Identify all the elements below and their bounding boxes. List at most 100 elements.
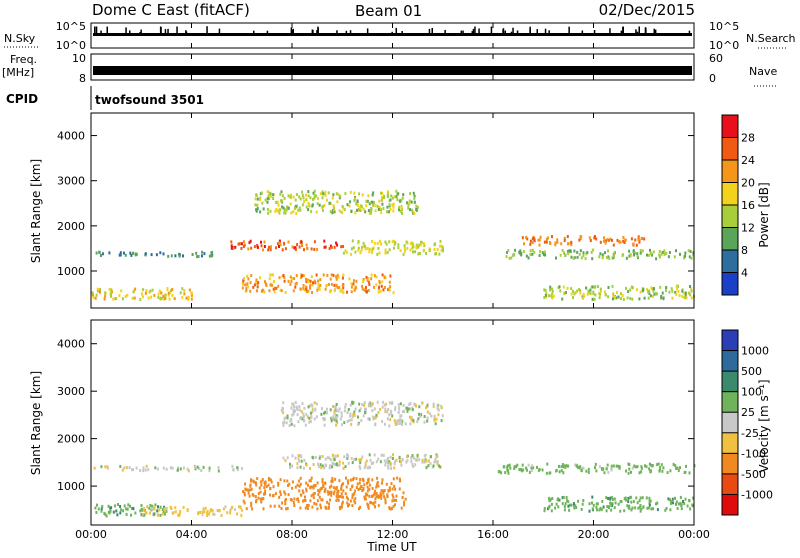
heatmap-cell xyxy=(319,463,322,467)
heatmap-cell xyxy=(201,254,203,258)
heatmap-cell xyxy=(389,285,392,289)
heatmap-cell xyxy=(628,254,631,258)
heatmap-cell xyxy=(298,195,301,199)
velocity-ylabel: Slant Range [km] xyxy=(29,371,43,475)
heatmap-cell xyxy=(316,202,319,206)
heatmap-cell xyxy=(557,497,560,501)
heatmap-cell xyxy=(439,244,442,248)
heatmap-cell xyxy=(505,255,508,259)
heatmap-cell xyxy=(684,251,687,255)
heatmap-cell xyxy=(124,253,127,257)
heatmap-cell xyxy=(367,505,370,508)
heatmap-cell xyxy=(513,467,516,470)
heatmap-cell xyxy=(362,487,365,490)
heatmap-cell xyxy=(366,489,369,493)
heatmap-cell xyxy=(436,462,439,466)
heatmap-cell xyxy=(538,243,541,247)
heatmap-cell xyxy=(625,469,627,473)
heatmap-cell xyxy=(312,281,314,285)
heatmap-cell xyxy=(289,275,292,279)
heatmap-cell xyxy=(144,468,147,472)
heatmap-cell xyxy=(375,485,378,489)
heatmap-cell xyxy=(329,277,332,281)
heatmap-cell xyxy=(562,495,565,499)
heatmap-cell xyxy=(685,464,687,468)
heatmap-cell xyxy=(301,402,304,405)
heatmap-cell xyxy=(561,496,564,500)
heatmap-cell xyxy=(536,465,538,469)
heatmap-cell xyxy=(319,506,322,510)
heatmap-cell xyxy=(272,273,274,277)
heatmap-cell xyxy=(363,401,366,405)
heatmap-cell xyxy=(119,505,122,508)
heatmap-cell xyxy=(269,209,272,213)
heatmap-cell xyxy=(392,205,395,209)
heatmap-cell xyxy=(388,488,391,492)
heatmap-cell xyxy=(297,499,300,503)
heatmap-cell xyxy=(391,240,394,244)
heatmap-cell xyxy=(255,278,258,282)
heatmap-cell xyxy=(312,486,315,490)
heatmap-cell xyxy=(390,409,393,413)
heatmap-cell xyxy=(400,206,403,210)
heatmap-cell xyxy=(283,279,286,283)
heatmap-cell xyxy=(273,504,276,508)
heatmap-cell xyxy=(343,409,346,413)
heatmap-cell xyxy=(661,250,664,254)
heatmap-cell xyxy=(340,485,343,489)
nsky-tick-top: 10^5 xyxy=(56,20,86,33)
heatmap-cell xyxy=(331,211,334,215)
heatmap-cell xyxy=(556,240,559,244)
heatmap-cell xyxy=(338,479,341,483)
heatmap-cell xyxy=(662,466,665,470)
heatmap-cell xyxy=(307,208,310,212)
heatmap-cell xyxy=(259,198,262,202)
heatmap-cell xyxy=(384,410,387,414)
heatmap-cell xyxy=(545,237,548,241)
heatmap-cell xyxy=(257,281,260,285)
heatmap-cell xyxy=(395,498,398,502)
heatmap-cell xyxy=(426,404,429,408)
heatmap-cell xyxy=(610,468,613,472)
y-tick-label: 4000 xyxy=(57,130,85,143)
heatmap-cell xyxy=(330,282,333,286)
heatmap-cell xyxy=(563,239,566,243)
heatmap-cell xyxy=(226,511,229,515)
heatmap-cell xyxy=(567,504,570,508)
heatmap-cell xyxy=(545,471,548,475)
heatmap-cell xyxy=(400,463,403,467)
heatmap-cell xyxy=(250,246,253,250)
heatmap-cell xyxy=(423,248,425,252)
heatmap-cell xyxy=(358,464,361,468)
heatmap-cell xyxy=(353,191,356,195)
heatmap-cell xyxy=(134,287,137,291)
heatmap-cell xyxy=(411,243,414,246)
heatmap-cell xyxy=(291,480,294,484)
heatmap-cell xyxy=(386,251,389,255)
heatmap-cell xyxy=(243,491,246,495)
heatmap-cell xyxy=(332,462,335,466)
heatmap-cell xyxy=(655,502,657,506)
heatmap-cell xyxy=(586,292,589,296)
heatmap-cell xyxy=(387,464,390,468)
colorbar-swatch xyxy=(722,473,738,495)
heatmap-cell xyxy=(300,493,303,497)
heatmap-cell xyxy=(187,469,190,473)
heatmap-cell xyxy=(311,505,314,509)
heatmap-cell xyxy=(614,295,617,299)
heatmap-cell xyxy=(300,459,303,463)
heatmap-cell xyxy=(337,409,340,413)
nave-tick-bottom: 0 xyxy=(709,72,716,85)
heatmap-cell xyxy=(110,294,113,298)
heatmap-cell xyxy=(380,208,382,212)
heatmap-cell xyxy=(326,273,329,277)
heatmap-cell xyxy=(306,247,309,251)
heatmap-cell xyxy=(549,288,551,292)
heatmap-cell xyxy=(435,417,438,421)
heatmap-cell xyxy=(274,209,277,213)
heatmap-cell xyxy=(242,499,245,503)
heatmap-cell xyxy=(296,462,299,466)
heatmap-cell xyxy=(362,278,365,281)
heatmap-cell xyxy=(548,471,551,475)
heatmap-cell xyxy=(112,510,115,514)
